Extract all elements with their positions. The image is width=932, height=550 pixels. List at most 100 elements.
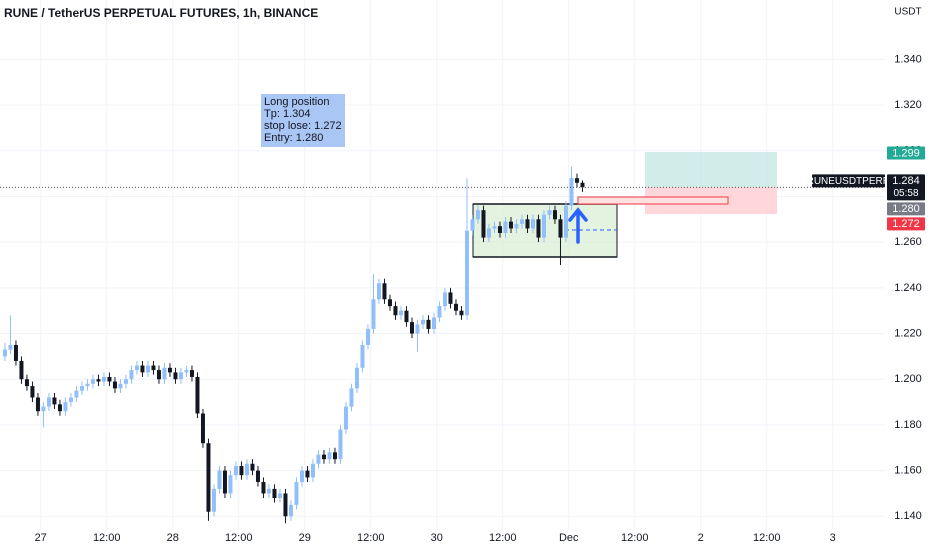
candle-body [558,219,563,238]
candle-body [360,344,365,368]
candle-body [189,370,194,377]
candle-body [547,210,552,215]
candle-body [492,226,497,229]
x-tick-label: 12:00 [621,532,649,544]
candle-body [68,397,73,403]
candle-body [552,210,557,220]
candle-body [442,292,447,307]
x-tick-label: 27 [35,532,47,544]
chart-title: RUNE / TetherUS PERPETUAL FUTURES, 1h, B… [4,6,318,20]
profit-zone [645,152,777,187]
candle-body [294,482,299,505]
candle-body [470,219,475,231]
candle-body [118,383,123,389]
candle-body [327,452,332,460]
currency: USDT [894,7,921,18]
candle-body [277,493,282,499]
candle-body [288,504,293,517]
candle-body [112,381,117,389]
x-tick-label: 2 [698,532,704,544]
x-tick-label: 3 [830,532,836,544]
axes: 1.140 1.160 1.180 1.200 1.220 1.240 1.260 1.280… [0,53,925,544]
annotation-line: stop lose: 1.272 [264,120,342,132]
candle-body [123,379,128,384]
candle-body [426,319,431,329]
candle-body [569,178,574,206]
y-tick-label: 1.200 [894,373,922,385]
annotation-line: Long position [264,96,329,108]
candle-body [250,463,255,471]
candle-body [101,376,106,382]
x-tick-label: 12:00 [357,532,385,544]
candle-body [261,482,266,494]
x-tick-label: 30 [431,532,443,544]
entry-box [577,196,729,205]
price-label: 1.272 [892,218,920,230]
candle-body [371,299,376,329]
candle-body [338,429,343,460]
candle-body [541,214,546,238]
candle-body [255,470,260,483]
candle-body [195,376,200,414]
candle-body [563,205,568,238]
candle-body [486,228,491,238]
candle-body [107,376,112,382]
candle-body [206,443,211,512]
candle-body [79,386,84,391]
candle-body [85,383,90,387]
candle-body [211,488,216,512]
x-tick-label: 12:00 [489,532,517,544]
last-price-label: 1.284 [892,175,920,187]
symbol-label-bg [812,174,885,188]
annotation-line: Tp: 1.304 [264,108,310,120]
candle-body [2,349,7,357]
candle-body [497,226,502,234]
price-label: 1.299 [892,147,920,159]
candle-body [272,488,277,499]
candle-body [475,210,480,220]
y-tick-label: 1.220 [894,327,922,339]
candle-body [382,283,387,300]
candle-body [393,306,398,316]
candles [2,166,585,524]
candle-body [74,390,79,398]
candle-body [41,406,46,412]
y-tick-label: 1.320 [894,99,922,111]
candle-body [574,178,579,183]
candle-body [46,397,51,407]
candle-body [8,344,13,350]
candle-body [536,219,541,238]
candle-body [459,310,464,316]
candle-body [343,406,348,430]
annotation-line: Entry: 1.280 [264,132,323,144]
candle-body [129,370,134,380]
candle-body [167,367,172,373]
candle-body [437,306,442,318]
candle-body [299,470,304,483]
y-tick-label: 1.180 [894,419,922,431]
candle-body [228,475,233,494]
candle-body [90,379,95,384]
candle-body [233,466,238,476]
candle-body [173,372,178,380]
candle-body [530,219,535,229]
candle-body [415,324,420,334]
candle-body [244,463,249,476]
price-label-bg [887,202,925,216]
candle-body [283,493,288,517]
candle-body [63,402,68,412]
arrow-up [568,207,588,244]
candle-body [481,210,486,238]
candle-body [266,488,271,494]
candle-body [52,397,57,405]
candle-body [448,292,453,304]
candle-body [19,360,24,380]
candle-body [200,413,205,444]
y-tick-label: 1.240 [894,282,922,294]
countdown-label: 05:58 [893,188,918,199]
candle-body [332,452,337,460]
candle-body [222,470,227,494]
candle-body [140,365,145,373]
x-tick-label: 12:00 [93,532,121,544]
